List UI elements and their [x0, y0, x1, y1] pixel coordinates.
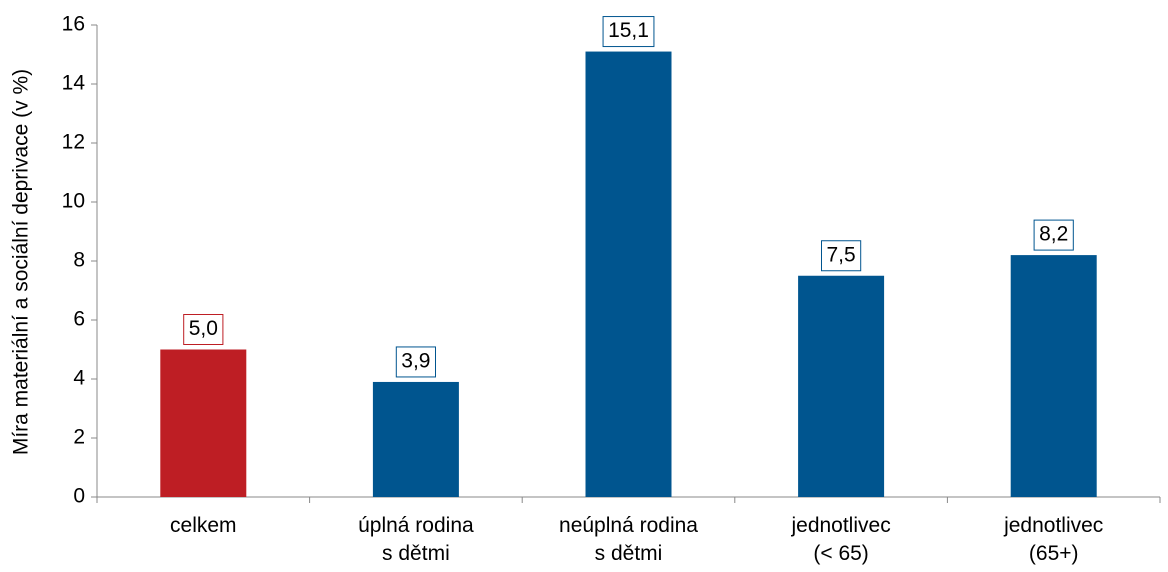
x-tick-label: úplná rodina s dětmi [358, 514, 474, 565]
value-label-box [1033, 219, 1074, 251]
y-tick-label: 10 [62, 190, 85, 213]
x-tick-label-line: s dětmi [595, 542, 663, 565]
y-tick-label: 4 [73, 367, 85, 390]
x-tick-label-line: jednotlivec [790, 514, 890, 537]
x-tick-label-line: s dětmi [382, 542, 450, 565]
value-label: 8,2 [1039, 223, 1068, 246]
bar [585, 51, 672, 498]
bar [1010, 255, 1097, 497]
y-tick-label: 16 [62, 13, 85, 36]
value-label: 5,0 [189, 317, 218, 340]
bar [160, 349, 247, 497]
x-tick-label-line: jednotlivec [1003, 514, 1103, 537]
y-tick-label: 8 [73, 249, 85, 272]
y-tick-label: 12 [62, 131, 85, 154]
value-label: 7,5 [826, 243, 855, 266]
bar [372, 381, 459, 497]
x-tick-label-line: celkem [170, 514, 237, 537]
y-tick-label: 6 [73, 308, 85, 331]
value-label-box [395, 346, 437, 378]
y-tick-label: 2 [73, 426, 85, 449]
value-label: 3,9 [401, 349, 430, 372]
value-label-box [602, 16, 655, 48]
value-label-box [820, 240, 862, 272]
x-tick-label-line: (< 65) [813, 542, 868, 565]
x-tick-label: jednotlivec (< 65) [790, 514, 890, 565]
bar [798, 275, 885, 497]
y-tick-label: 14 [62, 72, 86, 95]
y-tick-label: 0 [73, 485, 85, 508]
value-label-box [183, 314, 224, 345]
x-tick-label: neúplná rodina s dětmi [559, 514, 698, 565]
x-tick-label-line: neúplná rodina [559, 514, 698, 537]
value-label: 15,1 [608, 19, 649, 42]
x-tick-label-line: úplná rodina [358, 514, 474, 537]
x-tick-label: jednotlivec (65+) [1003, 514, 1103, 565]
y-axis-label: Míra materiální a sociální deprivace (v … [10, 69, 33, 455]
x-tick-label: celkem [170, 514, 237, 537]
x-tick-label-line: (65+) [1029, 542, 1079, 565]
